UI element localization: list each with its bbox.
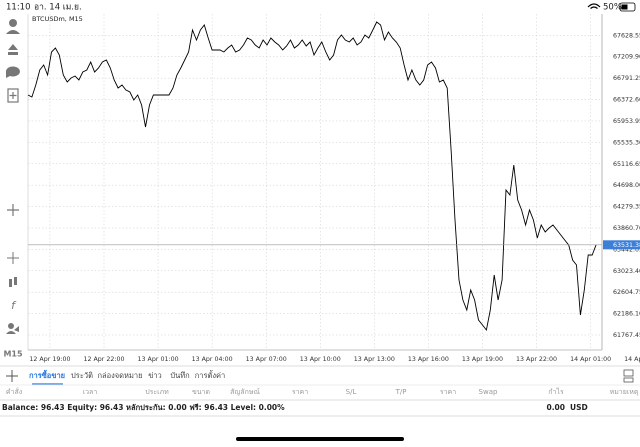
y-tick-label: 65116.65 [613,161,640,168]
add-icon-plus [9,92,17,99]
chat-icon[interactable] [5,66,20,78]
battery-text: 50% [603,3,622,13]
column-header: ขนาด [192,388,210,396]
x-tick-label: 14 Apr 04:00 [624,356,640,363]
x-tick-label: 13 Apr 22:00 [516,356,557,363]
tab[interactable]: การซื้อขาย [29,369,65,380]
y-tick-label: 67209.90 [613,54,640,61]
trade-icon[interactable] [8,44,18,55]
x-tick-label: 13 Apr 01:00 [138,356,179,363]
column-header: ราคา [292,388,308,396]
tabs: การซื้อขาย ประวัติ กล่องจดหมาย ข่าว บันทึก กา… [29,369,226,385]
x-tick-label: 13 Apr 19:00 [462,356,503,363]
chart: 67628.55 67209.90 66791.25 66372.60 65953.95… [27,14,640,363]
tab[interactable]: ประวัติ [71,371,93,380]
wifi-icon [587,3,601,9]
x-tick-label: 12 Apr 22:00 [83,356,124,363]
crosshair-icon[interactable] [7,204,19,216]
status-date: อา. 14 เม.ย. [34,3,82,13]
indicator-icon[interactable]: f [11,299,17,312]
tab[interactable]: บันทึก [170,371,189,380]
y-tick-label: 64279.35 [613,204,640,211]
y-tick-label: 64698.00 [613,182,640,189]
column-header: ราคา [440,388,456,396]
account-currency: USD [570,403,588,412]
tab[interactable]: การตั้งค่า [195,370,226,380]
x-tick-label: 13 Apr 16:00 [408,356,449,363]
last-price-label: 63531.38 [613,242,640,249]
column-header: T/P [395,388,407,396]
account-icon[interactable] [9,19,17,27]
y-tick-label: 66791.25 [613,75,640,82]
x-tick-label: 14 Apr 01:00 [570,356,611,363]
add-icon[interactable] [7,88,19,103]
x-tick-label: 12 Apr 19:00 [29,356,70,363]
column-header: คำสั่ง [6,387,22,396]
column-header: ประเภท [145,388,169,396]
panel-toggle-2 [623,377,634,383]
candle-icon[interactable] [9,279,12,287]
tab[interactable]: กล่องจดหมาย [97,371,142,380]
candle-icon-2 [14,277,17,285]
y-tick-label: 65953.95 [613,118,640,125]
columns: คำสั่ง เวลา ประเภท ขนาด สัญลักษณ์ ราคา S/L T/P ร… [6,387,639,396]
home-indicator [236,437,404,441]
battery-level [621,4,628,10]
y-tick-label: 61767.45 [613,332,640,339]
panel-toggle[interactable] [623,369,634,377]
account-icon-body [6,30,20,34]
column-header: Swap [479,388,498,396]
y-tick-label: 65535.30 [613,139,640,146]
y-tick-label: 66372.60 [613,97,640,104]
column-header: เวลา [83,388,98,396]
x-tick-label: 13 Apr 07:00 [246,356,287,363]
y-tick-label: 62604.75 [613,289,640,296]
y-tick-label: 67628.55 [613,32,640,39]
timeframe[interactable]: M15 [3,350,23,359]
cursor-icon[interactable] [7,252,19,264]
column-header: S/L [346,388,357,396]
column-header: สัญลักษณ์ [230,388,260,396]
x-tick-label: 13 Apr 04:00 [192,356,233,363]
y-tick-label: 62186.10 [613,311,640,318]
tab[interactable]: ข่าว [148,371,162,380]
price-line [27,21,597,332]
x-tick-label: 13 Apr 10:00 [300,356,341,363]
column-header: กำไร [548,387,564,396]
y-tick-label: 63860.70 [613,225,640,232]
last-price-box [603,240,640,250]
column-header: หมายเหตุ [610,388,639,396]
battery-icon [619,2,636,12]
status-time: 11:10 [6,3,31,13]
y-tick-label: 63023.40 [613,268,640,275]
objects-icon-2 [6,326,19,334]
x-tick-label: 13 Apr 13:00 [354,356,395,363]
left-toolbar: f M15 [3,19,23,359]
y-tick-label: 63442.05 [613,246,640,253]
objects-icon[interactable] [8,323,14,329]
account-summary: Balance: 96.43 Equity: 96.43 หลักประกัน:… [2,403,285,412]
chart-title: BTCUSDm, M15 [32,15,83,23]
new-order-button[interactable] [6,370,18,382]
account-profit: 0.00 [546,403,565,412]
